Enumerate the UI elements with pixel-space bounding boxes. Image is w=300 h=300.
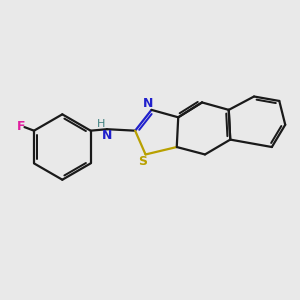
Text: F: F <box>17 120 26 133</box>
Text: H: H <box>97 119 105 129</box>
Text: S: S <box>138 155 147 168</box>
Text: N: N <box>102 129 112 142</box>
Text: N: N <box>143 97 154 110</box>
